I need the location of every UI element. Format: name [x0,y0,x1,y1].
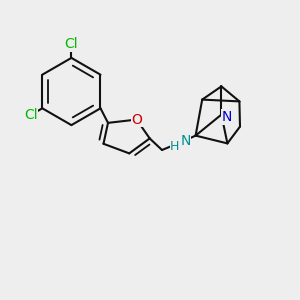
Text: Cl: Cl [24,108,38,122]
Text: N: N [180,134,190,148]
Text: Cl: Cl [64,38,78,52]
Text: N: N [222,110,232,124]
Text: H: H [170,140,180,154]
Text: O: O [131,112,142,127]
